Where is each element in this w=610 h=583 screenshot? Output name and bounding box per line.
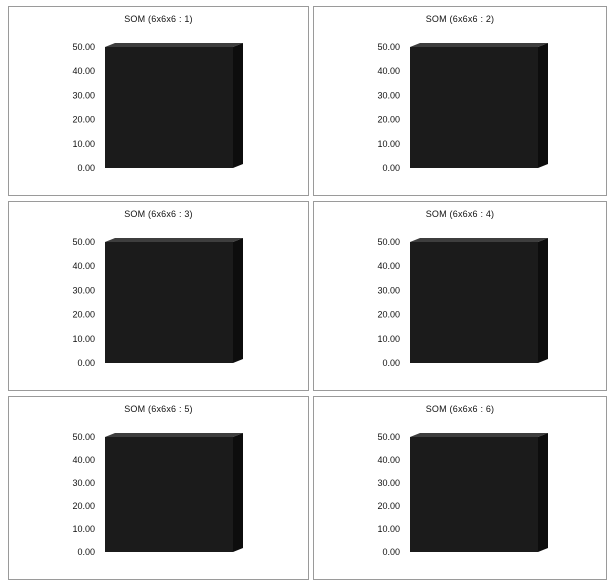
chart-plot: 0.00 10.00 20.00 30.00 40.00 50.00 — [377, 237, 548, 368]
y-tick-label: 30.00 — [72, 285, 95, 295]
y-tick-label: 40.00 — [377, 261, 400, 271]
chart-plot: 0.00 10.00 20.00 30.00 40.00 50.00 — [377, 432, 548, 557]
chart-panel-3: SOM (6x6x6 : 3) 0.00 10.00 20.00 30.00 40.00… — [8, 201, 309, 391]
chart-title: SOM (6x6x6 : 2) — [425, 14, 495, 24]
chart-panel-2: SOM (6x6x6 : 2) 0.00 10.00 20.00 30.00 40.00… — [313, 6, 607, 196]
chart-title: SOM (6x6x6 : 5) — [124, 404, 193, 414]
chart-title: SOM (6x6x6 : 3) — [124, 209, 193, 219]
y-tick-label: 20.00 — [72, 501, 95, 511]
bar-front-face — [105, 242, 233, 363]
y-tick-label: 50.00 — [377, 42, 400, 52]
y-tick-label: 50.00 — [377, 432, 400, 442]
y-tick-label: 0.00 — [77, 163, 95, 173]
bar-top-face — [105, 43, 243, 47]
y-tick-label: 40.00 — [72, 455, 95, 465]
y-tick-label: 0.00 — [382, 358, 400, 368]
chart-title: SOM (6x6x6 : 4) — [425, 209, 495, 219]
chart-title: SOM (6x6x6 : 1) — [124, 14, 193, 24]
y-tick-label: 30.00 — [72, 478, 95, 488]
chart-panel-1: SOM (6x6x6 : 1) 0.00 10.00 20.00 30.00 40.00… — [8, 6, 309, 196]
bar-front-face — [410, 47, 538, 168]
y-tick-label: 40.00 — [72, 261, 95, 271]
y-tick-label: 0.00 — [77, 358, 95, 368]
y-tick-label: 30.00 — [377, 90, 400, 100]
bar-top-face — [410, 433, 548, 437]
y-tick-label: 30.00 — [377, 285, 400, 295]
y-tick-label: 20.00 — [72, 310, 95, 320]
y-tick-label: 10.00 — [377, 524, 400, 534]
bar-front-face — [105, 437, 233, 552]
y-tick-label: 10.00 — [72, 139, 95, 149]
y-tick-label: 0.00 — [382, 547, 400, 557]
bar-front-face — [410, 437, 538, 552]
y-tick-label: 10.00 — [72, 334, 95, 344]
y-tick-label: 40.00 — [377, 66, 400, 76]
y-tick-label: 40.00 — [377, 455, 400, 465]
bar-side-face — [233, 238, 243, 363]
bar-top-face — [105, 238, 243, 242]
chart-panel-5: SOM (6x6x6 : 5) 0.00 10.00 20.00 30.00 40.00… — [8, 396, 309, 580]
y-tick-label: 50.00 — [377, 237, 400, 247]
y-tick-label: 0.00 — [77, 547, 95, 557]
bar-top-face — [105, 433, 243, 437]
y-tick-label: 50.00 — [72, 237, 95, 247]
bar-side-face — [233, 433, 243, 552]
y-tick-label: 20.00 — [72, 115, 95, 125]
y-tick-label: 20.00 — [377, 310, 400, 320]
bar-front-face — [105, 47, 233, 168]
bar-side-face — [233, 43, 243, 168]
chart-panel-6: SOM (6x6x6 : 6) 0.00 10.00 20.00 30.00 40.00… — [313, 396, 607, 580]
y-tick-label: 10.00 — [377, 334, 400, 344]
chart-plot: 0.00 10.00 20.00 30.00 40.00 50.00 — [377, 42, 548, 173]
bar-side-face — [538, 43, 548, 168]
bar-top-face — [410, 238, 548, 242]
y-tick-label: 30.00 — [72, 90, 95, 100]
bar-front-face — [410, 242, 538, 363]
chart-plot: 0.00 10.00 20.00 30.00 40.00 50.00 — [72, 42, 243, 173]
bar-side-face — [538, 238, 548, 363]
chart-plot: 0.00 10.00 20.00 30.00 40.00 50.00 — [72, 237, 243, 368]
y-tick-label: 20.00 — [377, 115, 400, 125]
chart-panel-4: SOM (6x6x6 : 4) 0.00 10.00 20.00 30.00 40.00… — [313, 201, 607, 391]
bar-top-face — [410, 43, 548, 47]
y-tick-label: 10.00 — [72, 524, 95, 534]
bar-side-face — [538, 433, 548, 552]
y-tick-label: 40.00 — [72, 66, 95, 76]
y-tick-label: 30.00 — [377, 478, 400, 488]
y-tick-label: 10.00 — [377, 139, 400, 149]
y-tick-label: 50.00 — [72, 42, 95, 52]
y-tick-label: 20.00 — [377, 501, 400, 511]
chart-plot: 0.00 10.00 20.00 30.00 40.00 50.00 — [72, 432, 243, 557]
y-tick-label: 50.00 — [72, 432, 95, 442]
y-tick-label: 0.00 — [382, 163, 400, 173]
chart-title: SOM (6x6x6 : 6) — [425, 404, 495, 414]
